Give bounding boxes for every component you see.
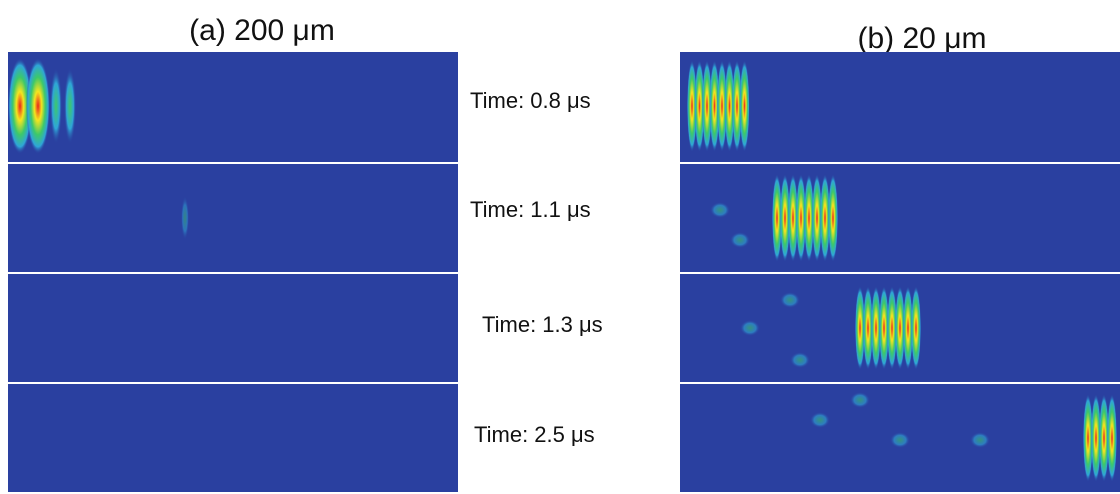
wave-crest	[772, 174, 782, 262]
wave-crest	[812, 174, 822, 262]
wave-crest	[1107, 394, 1117, 482]
wave-crest	[8, 58, 32, 154]
wave-crest	[788, 174, 798, 262]
wave-crest	[855, 286, 865, 370]
wave-crest	[709, 60, 720, 152]
panel-title: (a) 200 μm	[189, 14, 335, 47]
wave-crest	[796, 174, 806, 262]
wave-crest	[871, 286, 881, 370]
wave-crest	[702, 60, 712, 152]
wave-crest	[717, 60, 727, 152]
wave-crest	[804, 174, 814, 262]
wave-crest	[1083, 394, 1093, 482]
fringe	[850, 392, 870, 408]
fringe	[730, 232, 750, 248]
wave-crest	[694, 60, 705, 152]
time-label: Time: 0.8 μs	[470, 88, 591, 113]
wave-crest	[879, 286, 889, 370]
time-label: Time: 1.3 μs	[482, 312, 603, 337]
wave-crest	[26, 58, 50, 154]
wave-crest	[828, 174, 838, 262]
simulation-panel	[8, 274, 458, 382]
fringe	[780, 292, 800, 308]
wave-crest	[895, 286, 905, 370]
simulation-panel	[8, 384, 458, 492]
wave-crest	[724, 60, 735, 152]
wave-crest	[903, 286, 913, 370]
panels	[8, 52, 1120, 492]
wave-crest	[64, 68, 76, 144]
fringe	[740, 320, 760, 336]
time-label: Time: 1.1 μs	[470, 197, 591, 222]
wave-crest	[687, 60, 697, 152]
simulation-panel	[8, 52, 458, 162]
wave-crest	[887, 286, 897, 370]
fringe	[970, 432, 990, 448]
simulation-panel	[680, 52, 1120, 162]
wave-crest	[911, 286, 921, 370]
wave-crest	[1099, 394, 1109, 482]
wave-crest	[1091, 394, 1101, 482]
wave-crest	[50, 68, 62, 144]
panel-title: (b) 20 μm	[858, 22, 987, 55]
fringe	[790, 352, 810, 368]
wave-crest	[863, 286, 873, 370]
wave-crest	[181, 196, 189, 240]
time-label: Time: 2.5 μs	[474, 422, 595, 447]
wave-crest	[780, 174, 790, 262]
simulation-panel	[680, 164, 1120, 272]
wave-crest	[739, 60, 750, 152]
wave-crest	[732, 60, 742, 152]
fringe	[890, 432, 910, 448]
wave-crest	[820, 174, 830, 262]
fringe	[710, 202, 730, 218]
simulation-panel	[8, 164, 458, 272]
fringe	[810, 412, 830, 428]
